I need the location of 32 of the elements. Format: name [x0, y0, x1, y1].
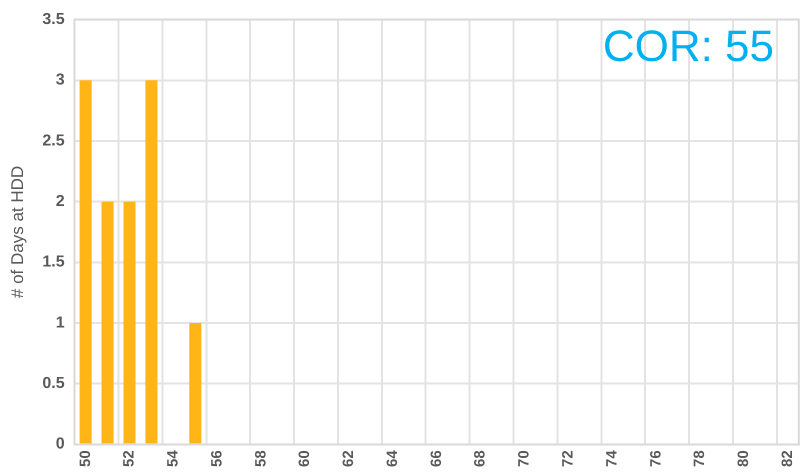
bar	[80, 80, 92, 444]
bar	[145, 80, 158, 444]
x-tick-label: 60	[296, 450, 314, 468]
x-tick-label: 78	[691, 450, 708, 468]
x-tick-label: 64	[384, 450, 401, 468]
bar	[123, 202, 136, 444]
x-tick-label: 52	[120, 450, 138, 468]
annotation: COR: 55	[602, 22, 774, 72]
x-tick-label: 66	[428, 450, 445, 468]
x-tick-label: 50	[76, 450, 94, 468]
x-tick-label: 70	[516, 450, 533, 468]
y-tick-label: 3.5	[42, 11, 65, 28]
y-tick-label: 3	[56, 72, 65, 89]
y-tick-label: 0.5	[42, 375, 65, 392]
x-tick-label: 72	[560, 450, 577, 468]
y-axis-title: # of Days at HDD	[8, 166, 27, 298]
x-tick-label: 58	[252, 450, 270, 468]
x-tick-label: 76	[647, 450, 664, 468]
y-tick-label: 2.5	[42, 132, 65, 150]
x-tick-label: 80	[735, 450, 752, 468]
x-tick-label: 62	[340, 450, 358, 468]
y-tick-label: 2	[56, 193, 65, 210]
bar	[189, 322, 202, 444]
x-tick-label: 74	[603, 450, 620, 468]
y-tick-label: 1.5	[42, 254, 65, 271]
x-tick-label: 54	[164, 450, 182, 468]
x-tick-label: 56	[208, 450, 226, 468]
x-tick-label: 82	[778, 450, 796, 468]
x-tick-label: 68	[472, 450, 489, 468]
y-tick-label: 0	[56, 436, 65, 453]
bar	[102, 202, 114, 444]
y-tick-label: 1	[56, 314, 65, 332]
